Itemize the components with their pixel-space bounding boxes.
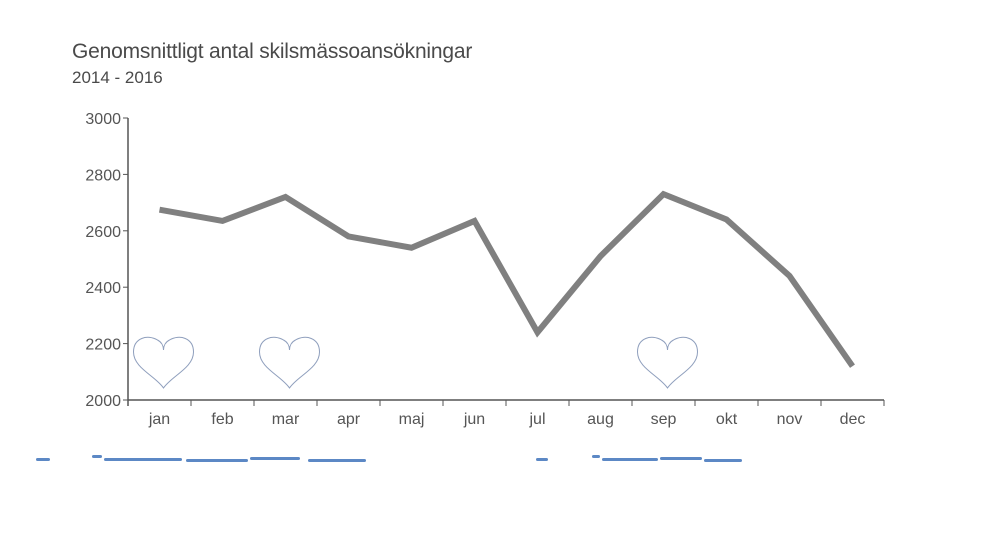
decorative-streak-2 [104, 458, 182, 461]
decorative-streak-4 [250, 457, 300, 460]
y-tick-label-2000: 2000 [85, 393, 121, 410]
y-tick-label-2600: 2600 [85, 224, 121, 241]
x-tick-label-dec: dec [840, 411, 866, 428]
series-line-0 [158, 190, 855, 368]
y-tick-label-3000: 3000 [85, 111, 121, 128]
decorative-streak-6 [536, 458, 548, 461]
x-tick-label-jan: jan [148, 411, 170, 428]
x-tick-label-maj: maj [399, 411, 425, 428]
decorative-streak-3 [186, 459, 248, 462]
chart-title: Genomsnittligt antal skilsmässoansökning… [72, 40, 473, 63]
x-tick-label-jun: jun [463, 411, 485, 428]
x-tick-label-aug: aug [587, 411, 614, 428]
decorative-streak-5 [308, 459, 366, 462]
y-tick-label-2400: 2400 [85, 280, 121, 297]
y-tick-label-2800: 2800 [85, 167, 121, 184]
heart-icon-jan [132, 336, 195, 389]
x-tick-label-apr: apr [337, 411, 361, 428]
decorative-streak-1 [92, 455, 102, 458]
heart-icon-sep [636, 336, 699, 389]
heart-icon-mar [258, 336, 321, 389]
x-tick-label-jul: jul [528, 411, 545, 428]
decorative-streak-7 [592, 455, 600, 458]
decorative-streak-0 [36, 458, 50, 461]
decorative-streak-9 [660, 457, 702, 460]
x-tick-label-nov: nov [777, 411, 803, 428]
decorative-streak-10 [704, 459, 742, 462]
x-tick-label-sep: sep [651, 411, 677, 428]
chart-subtitle: 2014 - 2016 [72, 68, 163, 87]
x-tick-label-okt: okt [716, 411, 738, 428]
decorative-streak-8 [602, 458, 658, 461]
x-tick-label-feb: feb [211, 411, 233, 428]
y-tick-label-2200: 2200 [85, 337, 121, 354]
x-tick-label-mar: mar [272, 411, 300, 428]
